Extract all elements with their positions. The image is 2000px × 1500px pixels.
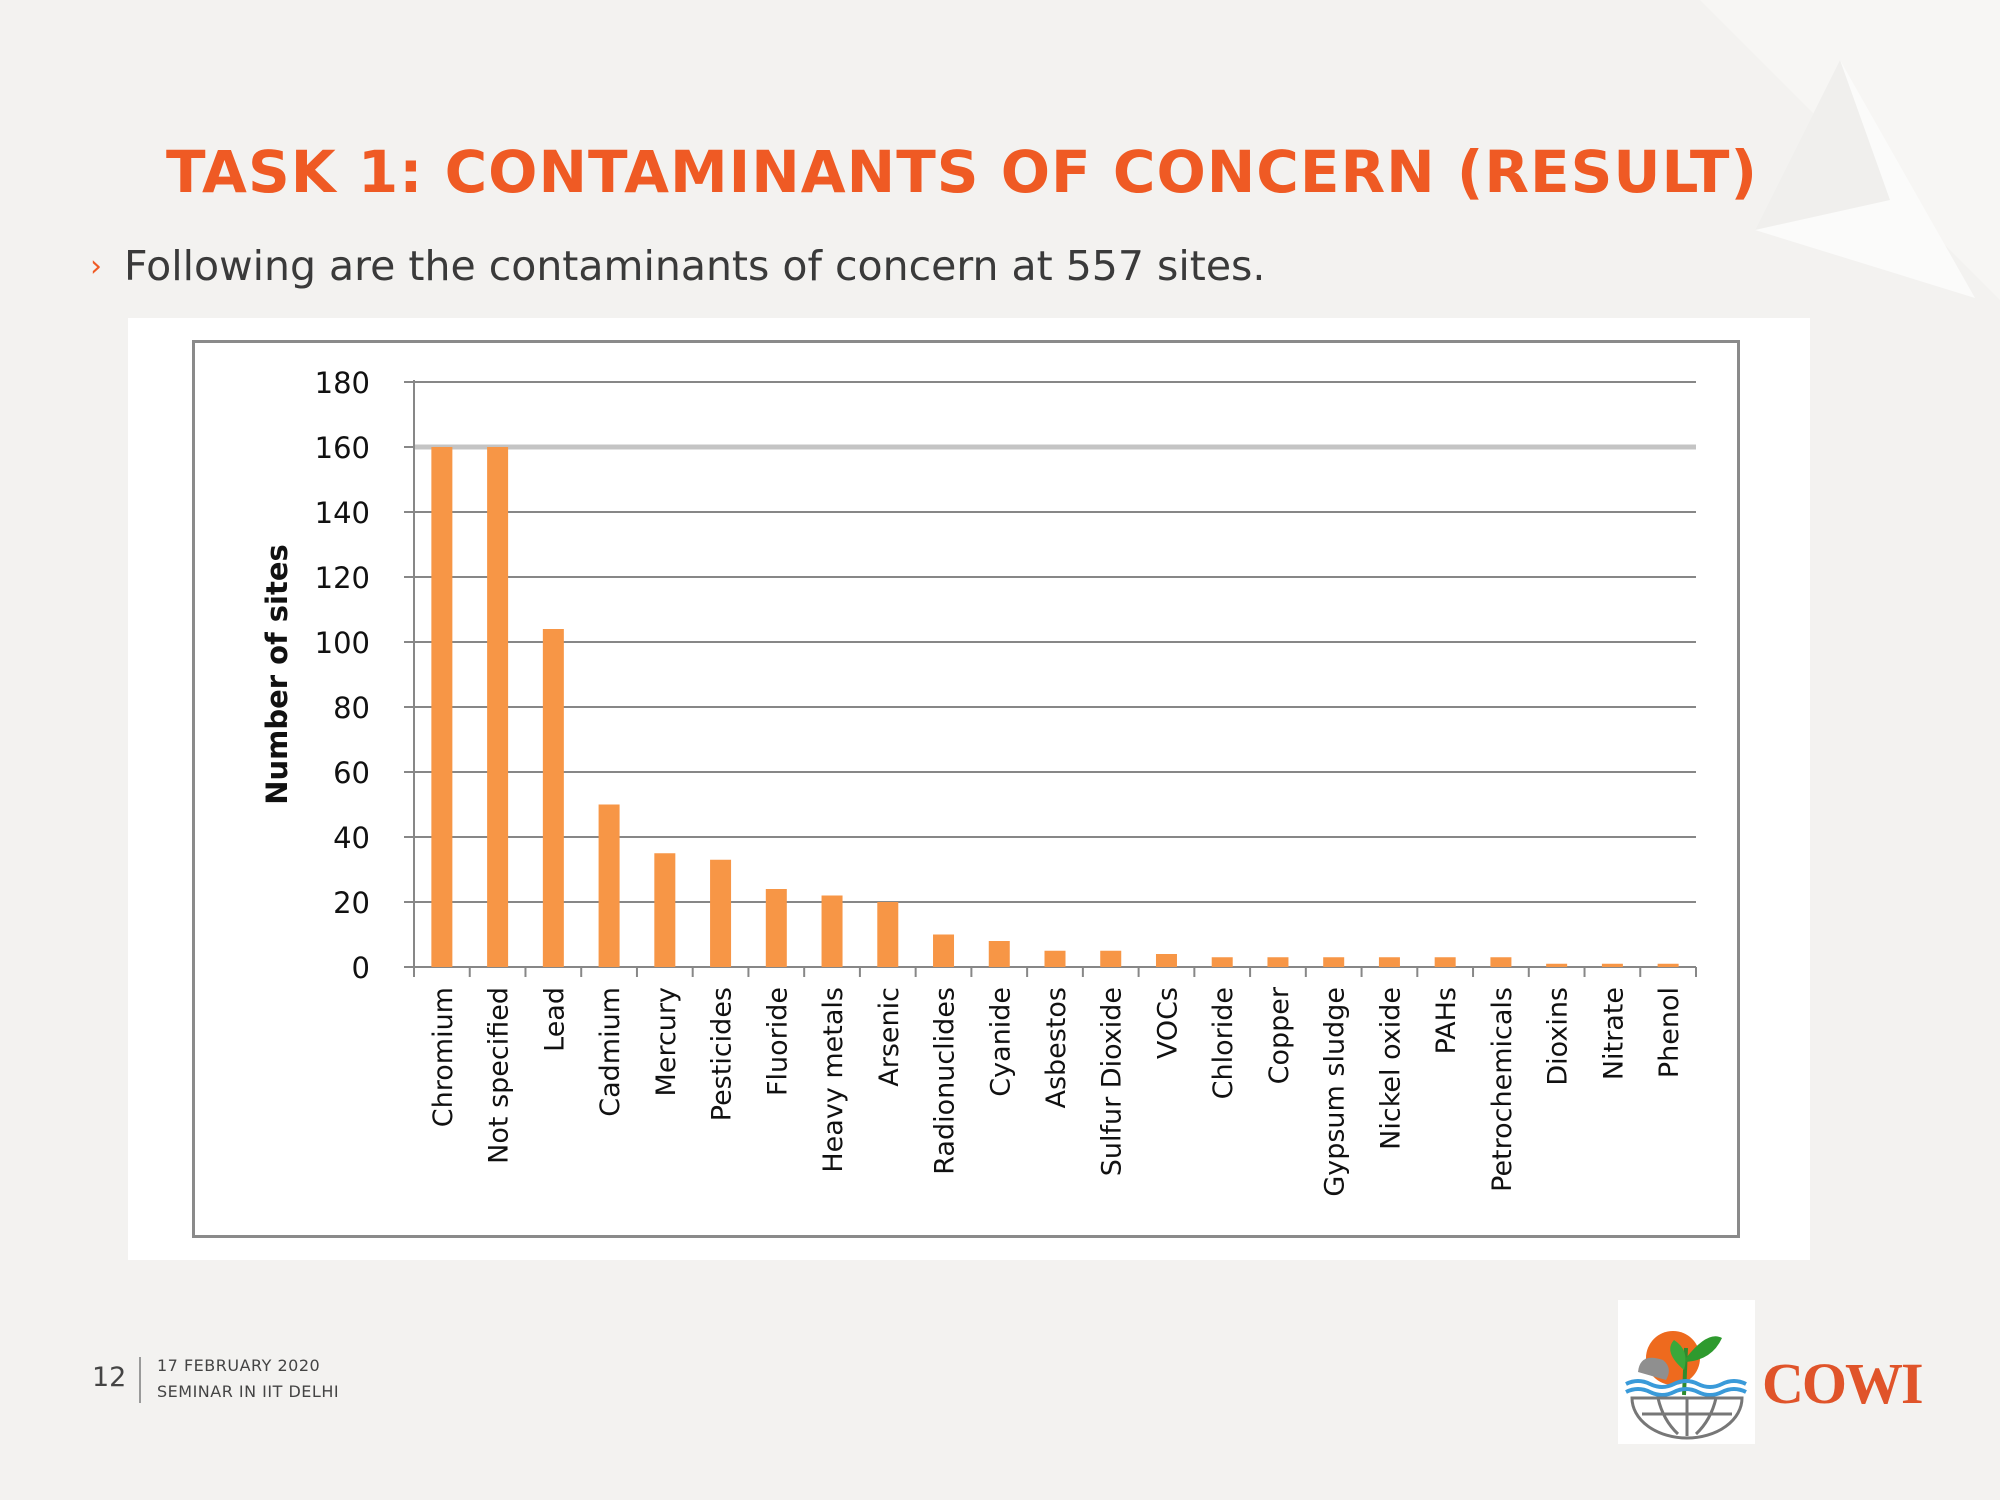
bar-chart: 0 20 40 60 80 100 120 140 160 180 Chromium Not spec…: [260, 366, 1697, 1197]
x-tick-label: Copper: [1264, 986, 1295, 1084]
bar: [1100, 950, 1122, 967]
cowi-logo-text: COWI: [1762, 1351, 1924, 1416]
x-tick-label: Chromium: [428, 987, 459, 1127]
footer-date: 17 FEBRUARY 2020: [157, 1356, 321, 1375]
x-tick-label: Petrochemicals: [1487, 987, 1518, 1192]
bar: [1378, 957, 1400, 967]
bar: [933, 934, 955, 967]
bar: [542, 629, 564, 967]
partner-logo: [1618, 1300, 1755, 1444]
footer-divider: [139, 1357, 141, 1403]
y-tick-label: 140: [315, 496, 370, 530]
chart-frame: [192, 340, 1740, 1238]
bar: [654, 853, 676, 967]
x-tick-label: VOCs: [1152, 987, 1183, 1059]
y-tick-label: 40: [333, 821, 370, 855]
x-tick-label: Dioxins: [1543, 987, 1574, 1086]
bar: [988, 941, 1010, 967]
bar: [821, 895, 843, 967]
x-tick-label: PAHs: [1431, 987, 1462, 1054]
bullet-marker: ›: [90, 249, 102, 284]
bar: [1323, 957, 1345, 967]
x-tick-label: Lead: [539, 987, 570, 1052]
bar: [1267, 957, 1289, 967]
x-tick-label: Heavy metals: [818, 987, 849, 1173]
x-tick-label: Chloride: [1208, 987, 1239, 1099]
x-tick-label: Nitrate: [1598, 987, 1629, 1080]
bar: [1155, 954, 1177, 967]
x-tick-label: Arsenic: [874, 987, 905, 1087]
y-tick-label: 160: [315, 431, 370, 465]
x-tick-label: Phenol: [1654, 987, 1685, 1078]
bar: [1434, 957, 1456, 967]
slide-title: TASK 1: CONTAMINANTS OF CONCERN (RESULT): [166, 138, 1758, 206]
bar: [431, 447, 453, 967]
bullet-line: › Following are the contaminants of conce…: [90, 242, 1265, 290]
bar: [1546, 963, 1568, 967]
bullet-text: Following are the contaminants of concer…: [124, 242, 1266, 290]
bar: [1211, 957, 1233, 967]
bar: [765, 889, 787, 967]
x-tick-label: Fluoride: [762, 987, 793, 1096]
x-tick-label: Radionuclides: [930, 987, 961, 1175]
bar: [1601, 963, 1623, 967]
x-tick-label: Sulfur Dioxide: [1097, 987, 1128, 1176]
y-tick-label: 80: [333, 691, 370, 725]
y-tick-label: 120: [315, 561, 370, 595]
y-tick-label: 20: [333, 886, 370, 920]
x-tick-label: Asbestos: [1041, 987, 1072, 1109]
y-tick-label: 0: [352, 951, 370, 985]
y-tick-label: 60: [333, 756, 370, 790]
x-tick-label: Cadmium: [595, 987, 626, 1117]
bar: [710, 859, 732, 967]
x-tick-label: Pesticides: [707, 987, 738, 1121]
y-tick-label: 180: [315, 366, 370, 400]
x-tick-label: Nickel oxide: [1375, 987, 1406, 1150]
globe-plant-logo-icon: [1625, 1331, 1747, 1440]
y-tick-label: 100: [315, 626, 370, 660]
bar: [598, 804, 620, 967]
bar: [877, 902, 899, 967]
x-tick-label: Cyanide: [985, 987, 1016, 1097]
chart-container: 0 20 40 60 80 100 120 140 160 180 Chromium Not spec…: [128, 318, 1810, 1260]
x-tick-label: Gypsum sludge: [1320, 987, 1351, 1197]
bar: [1044, 950, 1066, 967]
bar: [1490, 957, 1512, 967]
page-number: 12: [92, 1362, 127, 1393]
x-tick-label: Not specified: [484, 987, 515, 1164]
bar: [487, 447, 509, 967]
footer-event: SEMINAR IN IIT DELHI: [157, 1382, 340, 1401]
bar: [1657, 963, 1679, 967]
y-axis-title: Number of sites: [260, 544, 294, 805]
x-tick-label: Mercury: [651, 987, 682, 1096]
